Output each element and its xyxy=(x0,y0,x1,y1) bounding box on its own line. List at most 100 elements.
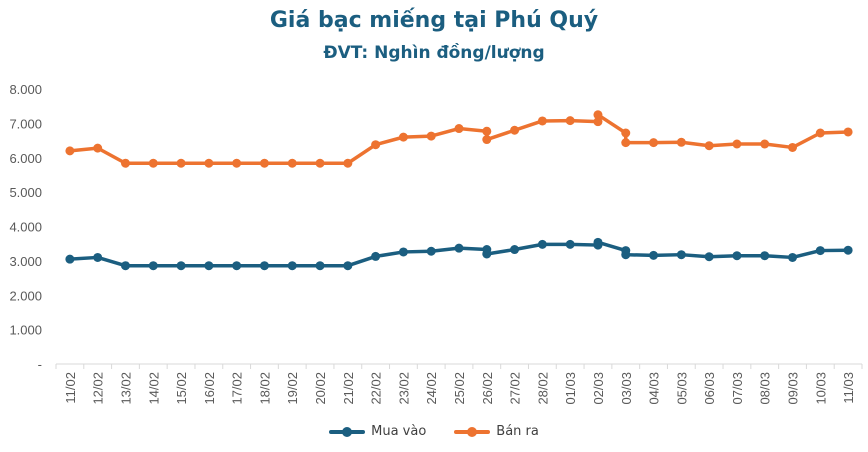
y-tick-label: 5.000 xyxy=(9,185,42,200)
data-point xyxy=(454,124,464,134)
x-tick-label: 24/02 xyxy=(424,372,439,405)
data-point xyxy=(537,239,547,249)
data-point xyxy=(843,127,853,137)
x-tick-label: 12/02 xyxy=(91,372,106,405)
data-point xyxy=(482,135,492,145)
x-tick-label: 22/02 xyxy=(369,372,384,405)
data-point xyxy=(621,250,631,260)
x-tick-label: 16/02 xyxy=(202,372,217,405)
x-tick-label: 11/03 xyxy=(841,372,856,404)
x-tick-label: 08/03 xyxy=(758,372,773,405)
data-point xyxy=(315,158,325,168)
x-tick-label: 17/02 xyxy=(230,372,245,405)
data-point xyxy=(65,254,75,264)
data-point xyxy=(593,110,603,120)
y-tick-label: - xyxy=(38,357,42,372)
data-point xyxy=(204,158,214,168)
data-point xyxy=(93,252,103,262)
data-point xyxy=(148,158,158,168)
data-point xyxy=(593,117,603,127)
x-axis: 11/02 12/02 13/02 14/02 15/02 16/02 17/02 18/02… xyxy=(55,363,863,405)
data-point xyxy=(732,139,742,149)
y-tick-label: 2.000 xyxy=(9,288,42,303)
x-tick-label: 03/03 xyxy=(619,372,634,405)
legend: Mua vào Bán ra xyxy=(0,424,868,439)
data-point xyxy=(704,141,714,151)
data-point xyxy=(371,140,381,150)
data-point xyxy=(621,128,631,138)
data-point xyxy=(287,158,297,168)
x-tick-label: 11/02 xyxy=(63,372,78,404)
data-point xyxy=(510,125,520,135)
x-tick-label: 01/03 xyxy=(563,372,578,405)
data-point xyxy=(704,252,714,262)
data-point xyxy=(788,252,798,262)
y-tick-label: 4.000 xyxy=(9,220,42,235)
x-tick-label: 06/03 xyxy=(702,372,717,405)
data-point xyxy=(760,139,770,149)
x-tick-label: 14/02 xyxy=(146,372,161,405)
data-point xyxy=(65,146,75,156)
data-point xyxy=(760,251,770,261)
legend-item-mua-vao: Mua vào xyxy=(329,424,426,439)
y-tick-label: 7.000 xyxy=(9,116,42,131)
x-tick-label: 27/02 xyxy=(508,372,523,405)
data-point xyxy=(843,245,853,255)
data-point xyxy=(93,143,103,153)
data-point xyxy=(343,261,353,271)
y-tick-label: 8.000 xyxy=(9,82,42,97)
data-point xyxy=(454,243,464,253)
x-tick-label: 15/02 xyxy=(174,372,189,405)
data-point xyxy=(649,250,659,260)
data-point xyxy=(482,126,492,136)
data-point xyxy=(371,251,381,261)
x-tick-label: 09/03 xyxy=(786,372,801,405)
data-point xyxy=(788,142,798,152)
x-tick-label: 19/02 xyxy=(285,372,300,405)
legend-item-ban-ra: Bán ra xyxy=(454,424,539,439)
x-tick-label: 25/02 xyxy=(452,372,467,405)
x-tick-label: 13/02 xyxy=(118,372,133,405)
data-point xyxy=(259,261,269,271)
legend-label: Mua vào xyxy=(371,424,427,439)
x-tick-label: 20/02 xyxy=(313,372,328,405)
data-point xyxy=(120,261,130,271)
data-point xyxy=(676,250,686,260)
chart-subtitle: ĐVT: Nghìn đồng/lượng xyxy=(323,43,545,63)
x-tick-label: 07/03 xyxy=(730,372,745,405)
data-point xyxy=(232,261,242,271)
data-point xyxy=(510,245,520,255)
data-point xyxy=(176,261,186,271)
data-point xyxy=(315,261,325,271)
x-tick-label: 10/03 xyxy=(813,372,828,405)
data-point xyxy=(621,138,631,148)
data-point xyxy=(565,116,575,126)
data-point xyxy=(565,239,575,249)
x-tick-label: 28/02 xyxy=(535,372,550,405)
series-group xyxy=(65,110,853,271)
legend-label: Bán ra xyxy=(496,424,539,439)
y-tick-label: 6.000 xyxy=(9,151,42,166)
x-tick-label: 05/03 xyxy=(674,372,689,405)
data-point xyxy=(232,158,242,168)
data-point xyxy=(259,158,269,168)
data-point xyxy=(537,116,547,126)
data-point xyxy=(815,128,825,138)
x-tick-label: 21/02 xyxy=(341,372,356,405)
data-point xyxy=(287,261,297,271)
data-point xyxy=(426,131,436,141)
data-point xyxy=(148,261,158,271)
x-tick-label: 02/03 xyxy=(591,372,606,405)
data-point xyxy=(398,132,408,142)
data-point xyxy=(398,247,408,257)
data-point xyxy=(482,249,492,259)
y-tick-label: 1.000 xyxy=(9,323,42,338)
legend-swatch-mua-vao xyxy=(329,426,366,437)
x-tick-label: 04/03 xyxy=(647,372,662,405)
y-axis: - 1.000 2.000 3.000 4.000 5.000 6.000 7.000 8.00… xyxy=(9,82,42,372)
data-point xyxy=(593,237,603,247)
data-point xyxy=(815,246,825,256)
y-tick-label: 3.000 xyxy=(9,254,42,269)
x-tick-label: 26/02 xyxy=(480,372,495,405)
